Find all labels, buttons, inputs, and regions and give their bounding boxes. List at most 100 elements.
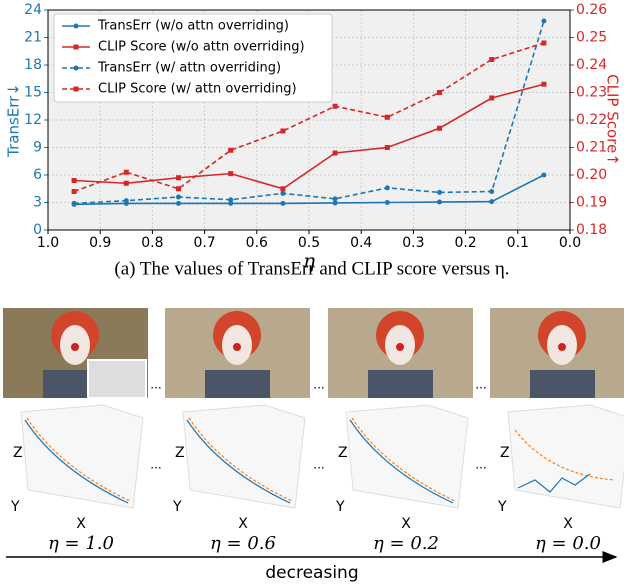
nose (233, 343, 241, 351)
separator: ... (475, 458, 486, 472)
y-tick-label: 15 (24, 85, 42, 101)
x-tick-label: 0.6 (246, 235, 268, 251)
axis-z: Z (175, 445, 185, 461)
y-tick-label: 21 (24, 30, 42, 46)
point (541, 18, 547, 24)
plot-box (20, 404, 144, 509)
legend (53, 13, 333, 103)
point (280, 190, 286, 196)
y-tick-label: 0 (33, 222, 42, 238)
3d-plot (507, 404, 624, 509)
legend-label: TransErr (w/ attn overriding) (97, 61, 281, 76)
y2-tick-label: 0.20 (576, 167, 607, 183)
axis-y: Y (172, 499, 182, 515)
point (123, 180, 129, 186)
axis-z: Z (13, 445, 23, 461)
nose (71, 343, 79, 351)
point (437, 90, 442, 95)
legend-label: CLIP Score (w/ attn overriding) (98, 82, 297, 97)
y-tick-label: 12 (24, 112, 42, 128)
traj (351, 417, 456, 502)
legend-marker (73, 86, 79, 92)
point (541, 172, 547, 178)
point (280, 186, 286, 192)
point (228, 147, 234, 153)
point (489, 57, 495, 62)
axis-z: Z (338, 445, 348, 461)
separator: ... (313, 378, 324, 392)
point (228, 200, 234, 206)
series-line (74, 174, 545, 206)
point (541, 81, 547, 87)
traj (26, 417, 131, 502)
traj (517, 473, 591, 493)
y2-tick-label: 0.21 (576, 140, 607, 156)
axis-y: Y (335, 499, 345, 515)
y-tick-label: 24 (24, 2, 42, 18)
point (541, 40, 547, 46)
separator: ... (313, 458, 324, 472)
point (384, 185, 390, 191)
series-line (73, 42, 545, 193)
traj (349, 419, 454, 504)
eta-label: η = 1.0 (48, 533, 114, 554)
shirt (205, 370, 270, 398)
point (123, 169, 129, 175)
point (384, 114, 390, 120)
axis-x: X (563, 516, 573, 532)
separator: ... (150, 458, 161, 472)
y-axis-label: TransErr↓ (5, 83, 23, 158)
point (176, 194, 181, 200)
y-tick-label: 18 (24, 57, 42, 73)
legend-marker (73, 65, 79, 71)
plot-box (182, 404, 306, 509)
axis-x: X (76, 516, 86, 532)
y2-tick-label: 0.22 (576, 112, 607, 128)
y2-tick-label: 0.19 (576, 195, 607, 211)
face-image (165, 308, 310, 398)
y2-axis-label: CLIP Score↑ (604, 74, 622, 166)
point (228, 197, 234, 203)
traj (514, 429, 616, 481)
x-tick-label: 0.5 (298, 235, 320, 251)
point (71, 200, 77, 206)
point (332, 103, 338, 109)
legend-label: CLIP Score (w/o attn overriding) (98, 40, 305, 55)
series-line (74, 20, 545, 205)
arrow-label: decreasing (265, 563, 358, 583)
plot-box (345, 404, 469, 509)
x-tick-label: 0.3 (402, 235, 424, 251)
axis-y: Y (497, 499, 507, 515)
point (176, 200, 181, 206)
point (489, 199, 495, 205)
point (123, 198, 129, 204)
legend-marker (73, 23, 79, 29)
point (71, 189, 77, 194)
y2-tick-label: 0.18 (576, 222, 607, 238)
axis-z: Z (500, 445, 510, 461)
point (384, 145, 390, 150)
traj (188, 417, 293, 502)
point (437, 125, 442, 131)
point (332, 200, 338, 206)
y2-tick-label: 0.25 (576, 30, 607, 46)
point (280, 200, 286, 206)
x-axis-label: η (303, 249, 315, 273)
x-tick-label: 0.9 (89, 235, 111, 251)
y2-tick-label: 0.26 (576, 2, 607, 18)
axis-x: X (238, 516, 248, 532)
x-tick-label: 0.1 (507, 235, 529, 251)
3d-plot (182, 404, 306, 509)
3d-plot (20, 404, 144, 509)
shirt (368, 370, 433, 398)
point (489, 189, 495, 194)
axis-y: Y (10, 499, 20, 515)
x-tick-label: 0.7 (193, 235, 215, 251)
caption: (a) The values of TransErr and CLIP scor… (114, 258, 509, 279)
face-image (490, 308, 624, 398)
face-image (3, 308, 148, 399)
point (384, 200, 390, 205)
eta-label: η = 0.6 (210, 533, 276, 554)
plot-box (507, 404, 624, 509)
